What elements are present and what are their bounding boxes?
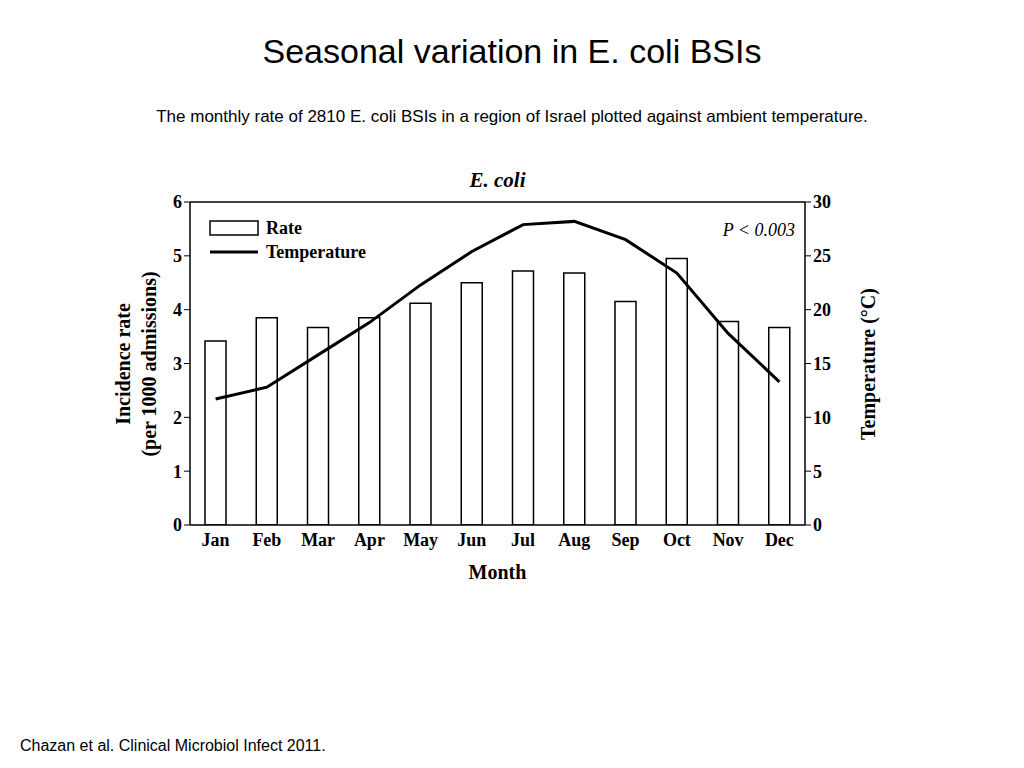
svg-text:10: 10 [813, 408, 831, 428]
svg-text:6: 6 [173, 192, 182, 212]
svg-text:15: 15 [813, 354, 831, 374]
html-text:P < 0.003: P < 0.003 [722, 220, 795, 240]
svg-text:20: 20 [813, 300, 831, 320]
html-text:Month: Month [468, 561, 527, 583]
svg-text:0: 0 [173, 515, 182, 535]
html-text:Temperature: Temperature [266, 241, 366, 262]
html-text:(per 1000 admissions): (per 1000 admissions) [138, 270, 160, 457]
svg-text:Sep: Sep [612, 530, 640, 550]
html-text:The monthly rate of 2810 E. co: The monthly rate of 2810 E. coli BSIs in… [156, 107, 868, 126]
svg-text:4: 4 [173, 300, 182, 320]
html-text:Seasonal variation in E. coli: Seasonal variation in E. coli BSIs [262, 32, 762, 70]
html-text:Rate: Rate [266, 217, 302, 238]
html-text:Incidence rate: Incidence rate [112, 302, 134, 425]
svg-text:5: 5 [813, 462, 822, 482]
svg-text:May: May [403, 530, 438, 550]
svg-text:3: 3 [173, 354, 182, 374]
svg-text:Mar: Mar [301, 530, 335, 550]
svg-text:25: 25 [813, 246, 831, 266]
html-text:Temperature (°C): Temperature (°C) [857, 287, 879, 440]
html-text:Chazan et al. Clinical Microbi: Chazan et al. Clinical Microbiol Infect … [20, 737, 326, 754]
svg-text:Dec: Dec [765, 530, 794, 550]
html-text:E. coli: E. coli [469, 168, 526, 192]
svg-text:Nov: Nov [713, 530, 744, 550]
svg-text:Jun: Jun [457, 530, 486, 550]
svg-text:2: 2 [173, 408, 182, 428]
svg-text:0: 0 [813, 515, 822, 535]
svg-text:1: 1 [173, 462, 182, 482]
svg-text:Apr: Apr [354, 530, 385, 550]
svg-text:Oct: Oct [663, 530, 691, 550]
svg-text:30: 30 [813, 192, 831, 212]
svg-text:Aug: Aug [558, 530, 590, 550]
svg-text:Jan: Jan [202, 530, 230, 550]
svg-text:Feb: Feb [252, 530, 281, 550]
svg-text:5: 5 [173, 246, 182, 266]
svg-text:Jul: Jul [511, 530, 535, 550]
